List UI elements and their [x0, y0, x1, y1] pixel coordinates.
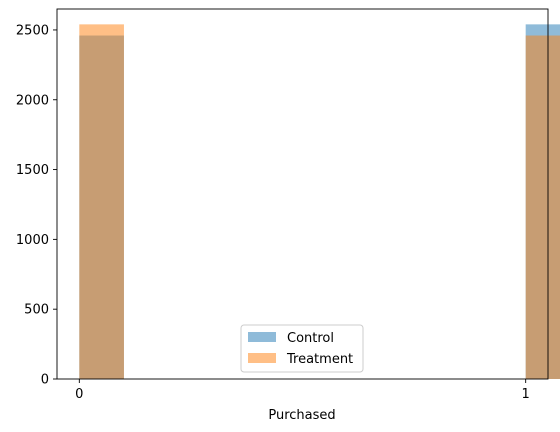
bar-treatment-0 [79, 24, 124, 379]
y-tick-label-2500: 2500 [16, 23, 49, 38]
bar-treatment-1 [525, 35, 560, 380]
y-tick-label-1000: 1000 [16, 233, 49, 248]
y-tick-label-0: 0 [41, 373, 49, 388]
legend-label-treatment: Treatment [286, 352, 353, 367]
y-tick-label-1500: 1500 [16, 163, 49, 178]
y-tick-label-2000: 2000 [16, 93, 49, 108]
y-tick-label-500: 500 [24, 303, 49, 318]
y-axis: 0 500 1000 1500 2000 2500 [16, 23, 57, 388]
x-tick-label-1: 1 [522, 387, 530, 402]
x-tick-label-0: 0 [75, 387, 83, 402]
plot-background [57, 9, 548, 379]
plot-frame [56, 8, 549, 380]
legend-swatch-treatment [248, 353, 276, 363]
x-axis-label: Purchased [268, 408, 335, 423]
legend-swatch-control [248, 332, 276, 342]
legend-label-control: Control [287, 331, 334, 346]
bars-layer [79, 24, 560, 380]
legend: Control Treatment [240, 324, 364, 373]
